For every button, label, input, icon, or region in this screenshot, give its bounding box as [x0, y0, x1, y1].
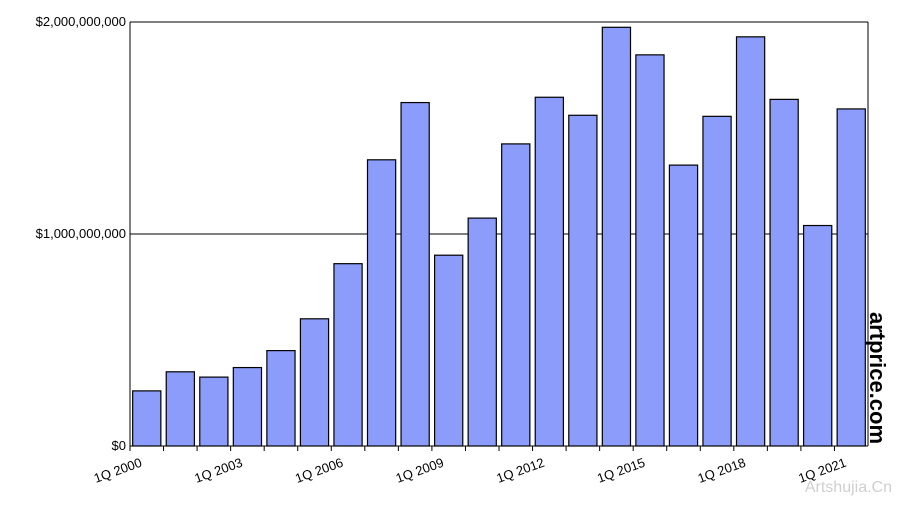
bar — [266, 350, 296, 447]
bar — [668, 164, 699, 447]
x-tick-label: 1Q 2009 — [394, 455, 446, 486]
x-tick-label: 1Q 2012 — [494, 455, 546, 486]
y-tick-label: $0 — [112, 438, 126, 453]
watermark: Artshujia.Cn — [805, 479, 892, 496]
bar — [299, 318, 330, 447]
x-tick-label: 1Q 2015 — [595, 455, 647, 486]
y-tick-label: $2,000,000,000 — [36, 14, 126, 29]
y-tick-label: $1,000,000,000 — [36, 226, 126, 241]
bar — [433, 254, 464, 447]
x-tick-label: 1Q 2000 — [92, 455, 144, 486]
bar — [400, 101, 430, 447]
bar — [199, 376, 229, 447]
watermark: artprice.com — [865, 312, 890, 444]
bar — [702, 115, 732, 447]
bar — [769, 98, 799, 447]
x-tick-label: 1Q 2006 — [293, 455, 345, 486]
bar — [601, 26, 632, 447]
bar — [802, 224, 833, 447]
bar — [735, 36, 766, 447]
bar — [165, 371, 196, 447]
bar — [333, 263, 363, 447]
bar — [132, 390, 162, 447]
bar — [534, 96, 565, 447]
bar — [366, 159, 397, 447]
x-tick-label: 1Q 2018 — [696, 455, 748, 486]
bar — [232, 366, 263, 447]
bar — [467, 217, 497, 447]
bar — [501, 143, 531, 447]
bar — [635, 54, 665, 447]
bar — [836, 108, 866, 447]
x-tick-label: 1Q 2003 — [192, 455, 244, 486]
bar — [568, 114, 598, 447]
